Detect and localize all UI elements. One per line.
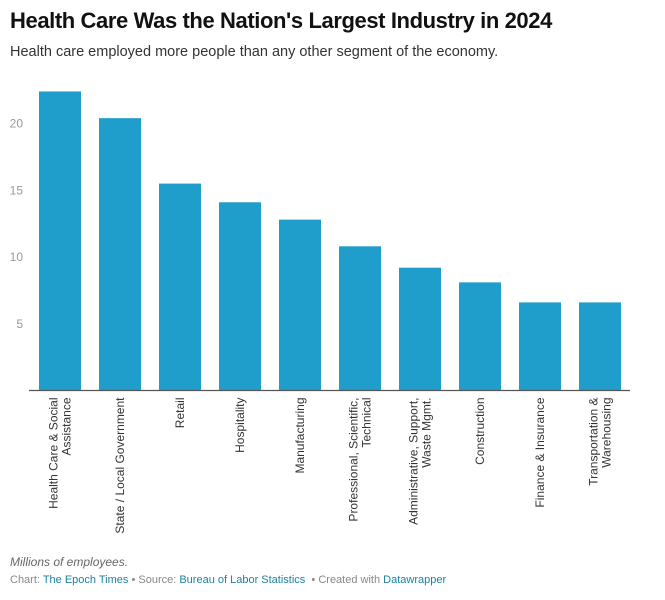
y-tick-label: 20 — [10, 117, 24, 131]
datawrapper-link[interactable]: Datawrapper — [383, 574, 447, 586]
x-tick-label-line: Waste Mgmt. — [420, 398, 434, 468]
x-tick-label-line: Hospitality — [233, 398, 247, 453]
x-tick-label-line: Transportation & — [587, 398, 601, 486]
x-tick-label-line: Warehousing — [600, 398, 614, 468]
x-tick-label: Manufacturing — [293, 398, 307, 474]
bar-chart: 5 10 15 20 Health Care & SocialAssistance St… — [10, 91, 630, 534]
x-tick-label-line: Construction — [473, 398, 487, 465]
y-tick-label: 15 — [10, 183, 24, 197]
x-tick-label: Retail — [173, 398, 187, 429]
byline: Chart: The Epoch Times • Source: Bureau … — [10, 574, 446, 586]
y-axis-ticks: 5 10 15 20 — [10, 117, 24, 331]
bar — [279, 219, 321, 391]
x-tick-label-line: Technical — [360, 398, 374, 448]
bar — [159, 183, 201, 391]
chart-author-link[interactable]: The Epoch Times — [42, 574, 129, 586]
x-tick-label-line: Manufacturing — [293, 398, 307, 474]
chart-subtitle: Health care employed more people than an… — [10, 44, 499, 60]
x-axis-labels: Health Care & SocialAssistance State / Lo… — [47, 397, 614, 534]
x-tick-label: Professional, Scientific,Technical — [347, 398, 374, 522]
x-tick-label-line: Retail — [173, 398, 187, 429]
bars — [39, 91, 621, 391]
x-tick-label-line: Administrative, Support, — [407, 398, 421, 525]
bar — [459, 282, 501, 391]
x-tick-label-line: Professional, Scientific, — [347, 398, 361, 522]
x-tick-label: Health Care & SocialAssistance — [47, 397, 74, 509]
x-tick-label: Transportation &Warehousing — [587, 398, 614, 486]
bar — [339, 246, 381, 391]
source-link[interactable]: Bureau of Labor Statistics — [179, 574, 306, 586]
x-tick-label-line: Health Care & Social — [47, 398, 61, 509]
bar — [219, 202, 261, 391]
x-tick-label-line: Finance & Insurance — [533, 397, 547, 507]
y-tick-label: 10 — [10, 250, 24, 264]
bar — [39, 91, 81, 391]
x-tick-label: Construction — [473, 398, 487, 465]
bar — [519, 302, 561, 391]
source-prefix: • Source: — [128, 574, 180, 586]
chart-prefix: Chart: — [10, 574, 43, 586]
x-tick-label: Administrative, Support,Waste Mgmt. — [407, 398, 434, 525]
bar — [579, 302, 621, 391]
chart-title: Health Care Was the Nation's Largest Ind… — [10, 8, 552, 33]
y-tick-label: 5 — [16, 317, 23, 331]
x-tick-label: State / Local Government — [113, 397, 127, 534]
bar — [399, 267, 441, 391]
bar — [99, 118, 141, 391]
created-prefix: • Created with — [305, 574, 384, 586]
chart-notes: Millions of employees. — [10, 555, 129, 569]
x-tick-label: Finance & Insurance — [533, 397, 547, 507]
x-tick-label-line: Assistance — [60, 397, 74, 455]
x-tick-label: Hospitality — [233, 398, 247, 453]
x-tick-label-line: State / Local Government — [113, 397, 127, 534]
